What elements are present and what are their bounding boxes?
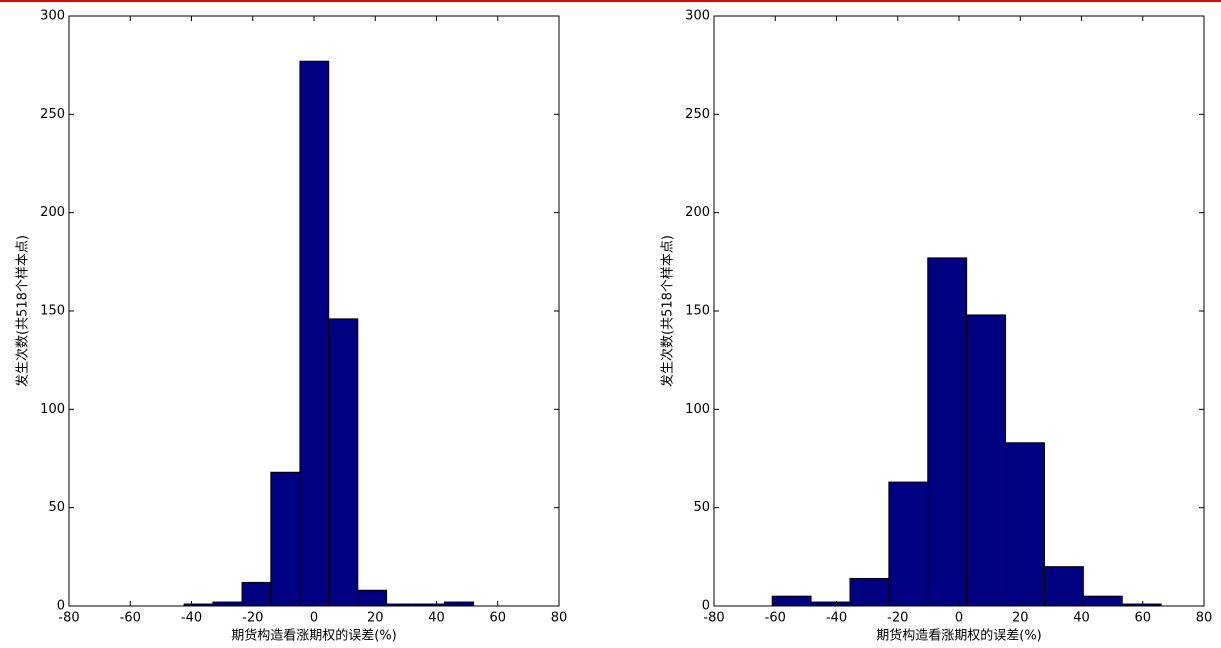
y-axis-label: 发生次数(共518个样本点) <box>15 235 31 387</box>
x-tick-label: -20 <box>887 611 908 626</box>
x-tick-label: -80 <box>703 611 724 626</box>
x-tick-label: 80 <box>551 611 568 626</box>
bar <box>966 314 1007 607</box>
bar <box>927 257 968 607</box>
x-tick-label: 60 <box>489 611 506 626</box>
x-tick-label: -80 <box>58 611 79 626</box>
x-tick-label: 20 <box>367 611 384 626</box>
x-tick-label: -40 <box>181 611 202 626</box>
x-tick-label: -60 <box>120 611 141 626</box>
x-tick-label: 60 <box>1134 611 1151 626</box>
y-tick-label: 150 <box>685 304 710 319</box>
x-tick-label: 0 <box>955 611 963 626</box>
y-tick-label: 250 <box>40 107 65 122</box>
bar <box>328 318 359 607</box>
x-axis-label: 期货构造看涨期权的误差(%) <box>231 628 397 644</box>
y-tick-label: 200 <box>40 205 65 220</box>
x-tick-label: 40 <box>1073 611 1090 626</box>
bar <box>810 601 851 607</box>
bar <box>1082 595 1123 607</box>
y-tick-label: 250 <box>685 107 710 122</box>
y-axis-label: 发生次数(共518个样本点) <box>660 235 676 387</box>
bar <box>357 589 388 607</box>
y-tick-label: 50 <box>48 500 65 515</box>
y-tick-label: 0 <box>702 599 710 614</box>
bar <box>299 60 330 607</box>
x-tick-label: -20 <box>242 611 263 626</box>
bar <box>212 601 243 607</box>
y-tick-label: 50 <box>693 500 710 515</box>
x-tick-label: -60 <box>765 611 786 626</box>
y-tick-label: 200 <box>685 205 710 220</box>
bar <box>270 471 301 607</box>
bar <box>1043 566 1084 607</box>
y-tick-label: 0 <box>57 599 65 614</box>
bar <box>241 581 272 607</box>
bar <box>443 601 475 607</box>
y-tick-label: 100 <box>40 402 65 417</box>
bar <box>849 577 890 607</box>
y-tick-label: 300 <box>685 9 710 24</box>
y-tick-label: 150 <box>40 304 65 319</box>
x-tick-label: 20 <box>1012 611 1029 626</box>
x-tick-label: 0 <box>310 611 318 626</box>
x-tick-label: 40 <box>428 611 445 626</box>
x-tick-label: -40 <box>826 611 847 626</box>
y-tick-label: 100 <box>685 402 710 417</box>
x-axis-label: 期货构造看涨期权的误差(%) <box>876 628 1042 644</box>
bar <box>1005 442 1045 607</box>
bar <box>888 481 929 607</box>
x-tick-label: 80 <box>1196 611 1213 626</box>
y-tick-label: 300 <box>40 9 65 24</box>
bar <box>771 595 812 607</box>
